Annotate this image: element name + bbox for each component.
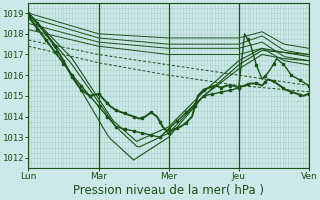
X-axis label: Pression niveau de la mer( hPa ): Pression niveau de la mer( hPa ) — [73, 184, 264, 197]
